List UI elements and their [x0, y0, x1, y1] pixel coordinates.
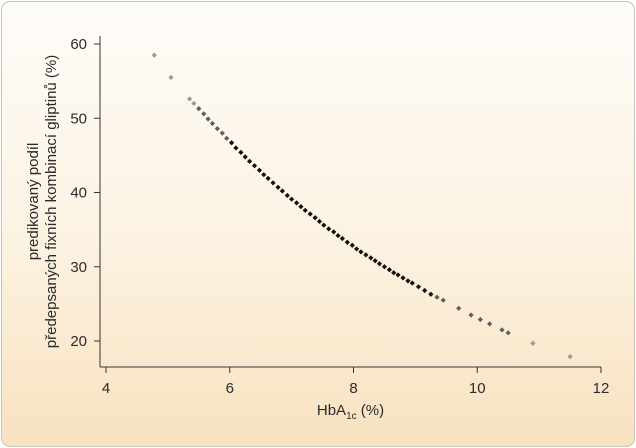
data-point [434, 294, 440, 300]
data-point [302, 207, 308, 213]
data-point [224, 135, 230, 141]
data-point [400, 275, 406, 281]
data-point [261, 172, 267, 178]
x-axis-title-subscript: 1c [346, 411, 357, 422]
data-point [265, 175, 271, 181]
data-point [530, 340, 536, 346]
y-axis-title-line-2: předepsaných fixních kombinací gliptinů … [43, 55, 60, 348]
data-point [440, 297, 446, 303]
y-axis-title: predikovaný podíl předepsaných fixních k… [25, 55, 60, 348]
data-point [477, 316, 483, 323]
data-point [395, 272, 401, 278]
data-point [326, 226, 332, 232]
data-point [233, 145, 239, 151]
data-point [349, 242, 355, 248]
data-point [209, 120, 216, 127]
data-point [289, 196, 295, 202]
data-point [353, 246, 360, 252]
data-point [242, 154, 248, 160]
data-point [214, 126, 220, 132]
data-point [368, 255, 374, 261]
data-point [405, 278, 411, 284]
data-point [468, 312, 474, 318]
y-tick-label: 40 [70, 185, 87, 202]
data-point [293, 200, 300, 206]
data-point [168, 74, 174, 81]
y-axis-ticks: 20 30 40 50 60 [70, 36, 100, 350]
x-tick-label: 12 [593, 380, 610, 397]
data-points [151, 52, 573, 360]
data-point [219, 130, 225, 136]
data-point [238, 149, 244, 156]
x-tick-label: 8 [349, 380, 357, 397]
data-point [363, 252, 369, 258]
x-tick-label: 4 [102, 380, 110, 397]
y-tick-label: 30 [70, 259, 87, 276]
data-point [316, 218, 323, 225]
y-tick-label: 50 [70, 110, 87, 127]
axes [99, 36, 601, 368]
data-point [339, 235, 345, 242]
data-point [275, 184, 281, 190]
data-point [487, 321, 493, 327]
data-point [151, 52, 157, 58]
data-point [415, 284, 422, 290]
data-point [201, 111, 207, 117]
data-point [376, 261, 383, 267]
data-point [191, 100, 197, 106]
data-point [298, 204, 304, 210]
data-point [307, 211, 313, 217]
data-point [391, 270, 397, 276]
x-tick-label: 6 [226, 380, 234, 397]
data-point [229, 140, 235, 146]
data-point [186, 96, 193, 102]
data-point [381, 264, 388, 270]
data-point [246, 158, 253, 164]
data-point [205, 116, 211, 122]
data-point [284, 192, 290, 199]
data-point [196, 105, 202, 112]
y-tick-label: 60 [70, 36, 87, 53]
x-axis-ticks: 4 6 8 10 12 [102, 367, 610, 397]
data-point [409, 280, 415, 286]
data-point [428, 291, 434, 297]
data-point [422, 287, 428, 294]
data-point [331, 229, 337, 235]
x-axis-title-main: HbA [317, 402, 346, 419]
data-point [256, 167, 263, 173]
data-point [321, 222, 327, 228]
data-point [505, 330, 511, 336]
x-axis-title: HbA1c (%) [317, 402, 384, 422]
y-axis-title-line-1: predikovaný podíl [25, 143, 42, 261]
y-tick-label: 20 [70, 333, 87, 350]
data-point [344, 239, 350, 245]
data-point [456, 305, 462, 311]
data-point [386, 267, 392, 273]
data-point [279, 188, 285, 194]
data-point [312, 215, 318, 221]
x-axis-title-suffix: (%) [357, 402, 385, 419]
data-point [358, 249, 364, 255]
data-point [372, 258, 378, 264]
x-tick-label: 10 [469, 380, 486, 397]
data-point [251, 163, 258, 169]
data-point [499, 327, 505, 333]
data-point [270, 180, 276, 186]
data-point [567, 353, 573, 360]
data-point [335, 232, 341, 239]
